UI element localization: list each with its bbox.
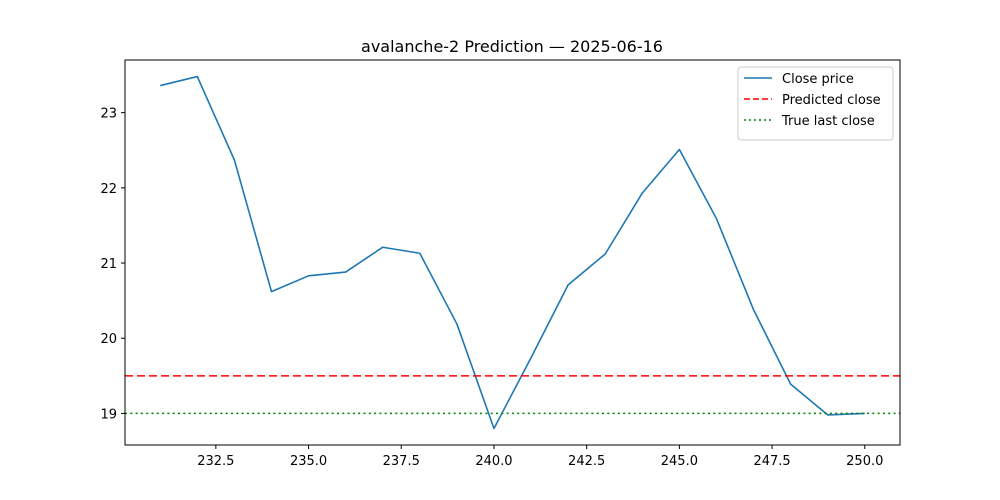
y-tick-label: 23 [100,107,117,122]
plot-area [125,75,900,430]
y-tick-label: 20 [100,332,117,347]
y-tick-label: 22 [100,182,117,197]
legend-box [737,66,894,141]
axes: 232.5 235.0 237.5 240.0 242.5 245.0 247.5 250.0… [100,59,901,469]
series-line-close-price [160,75,865,430]
legend-label: True last close [781,114,875,129]
x-tick-label: 237.5 [383,454,420,469]
axes-frame [124,59,901,446]
legend: Close price Predicted close True last clos… [737,66,894,141]
x-tick-label: 242.5 [568,454,605,469]
y-tick-label: 21 [100,257,117,272]
x-tick-label: 232.5 [197,454,234,469]
legend-label: Predicted close [782,93,881,108]
x-tick-label: 240.0 [475,454,512,469]
y-tick-label: 19 [100,407,117,422]
legend-label: Close price [782,72,854,87]
chart-title: avalanche-2 Prediction — 2025-06-16 [361,37,663,56]
x-tick-label: 235.0 [290,454,327,469]
x-tick-label: 247.5 [753,454,790,469]
x-tick-label: 250.0 [846,454,883,469]
x-tick-label: 245.0 [661,454,698,469]
